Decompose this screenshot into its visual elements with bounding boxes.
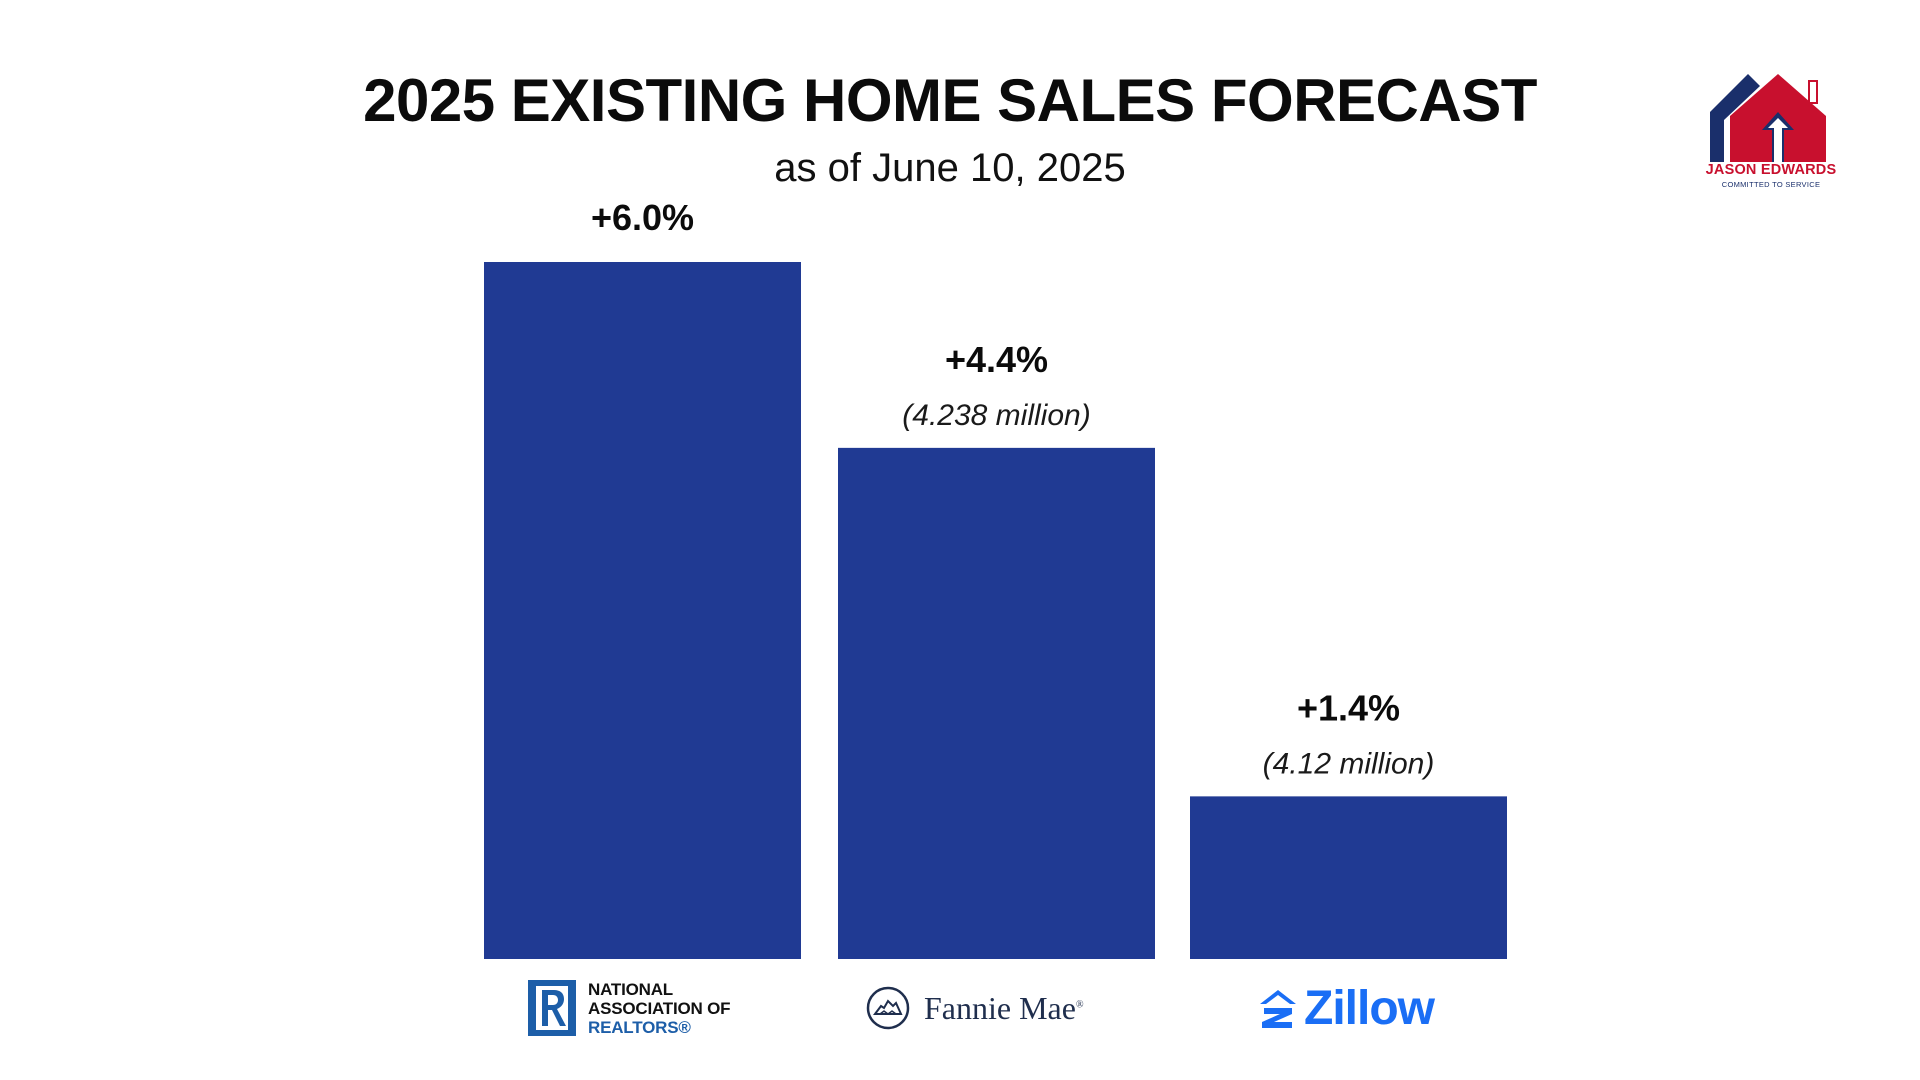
bar-value-label-1: +6.0% (591, 197, 694, 238)
brand-name: JASON EDWARDS (1705, 162, 1837, 178)
chart-title: 2025 EXISTING HOME SALES FORECAST (363, 67, 1537, 134)
nar-line-1: NATIONAL (588, 979, 673, 999)
bar-3 (1190, 796, 1507, 959)
zillow-name: Zillow (1304, 981, 1435, 1035)
fannie-mae-house-icon (866, 986, 910, 1030)
nar-name: NATIONAL ASSOCIATION OF REALTORS® (588, 979, 731, 1037)
nar-line-3: REALTORS® (588, 1017, 691, 1037)
zillow-z-icon (1260, 990, 1296, 1028)
fannie-mae-name: Fannie Mae® (924, 989, 1084, 1026)
nar-line-2: ASSOCIATION OF (588, 998, 731, 1018)
house-arrow-icon (1710, 74, 1826, 162)
zillow-logo: Zillow (1258, 976, 1458, 1040)
nar-logo: NATIONAL ASSOCIATION OF REALTORS® (528, 976, 768, 1040)
realtor-r-icon (528, 980, 576, 1036)
brand-tagline: COMMITTED TO SERVICE (1721, 180, 1821, 189)
bar-value-label-2: +4.4% (945, 339, 1048, 380)
bar-1 (484, 262, 801, 959)
bar-value-label-3: +1.4% (1297, 687, 1400, 728)
brand-logo: JASON EDWARDS COMMITTED TO SERVICE (1696, 72, 1846, 202)
bar-sublabel-2: (4.238 million) (902, 399, 1090, 432)
fannie-mae-logo: Fannie Mae® (866, 976, 1106, 1040)
chart-subtitle: as of June 10, 2025 (774, 146, 1126, 190)
bar-2 (838, 447, 1155, 959)
bar-sublabel-3: (4.12 million) (1263, 747, 1435, 780)
